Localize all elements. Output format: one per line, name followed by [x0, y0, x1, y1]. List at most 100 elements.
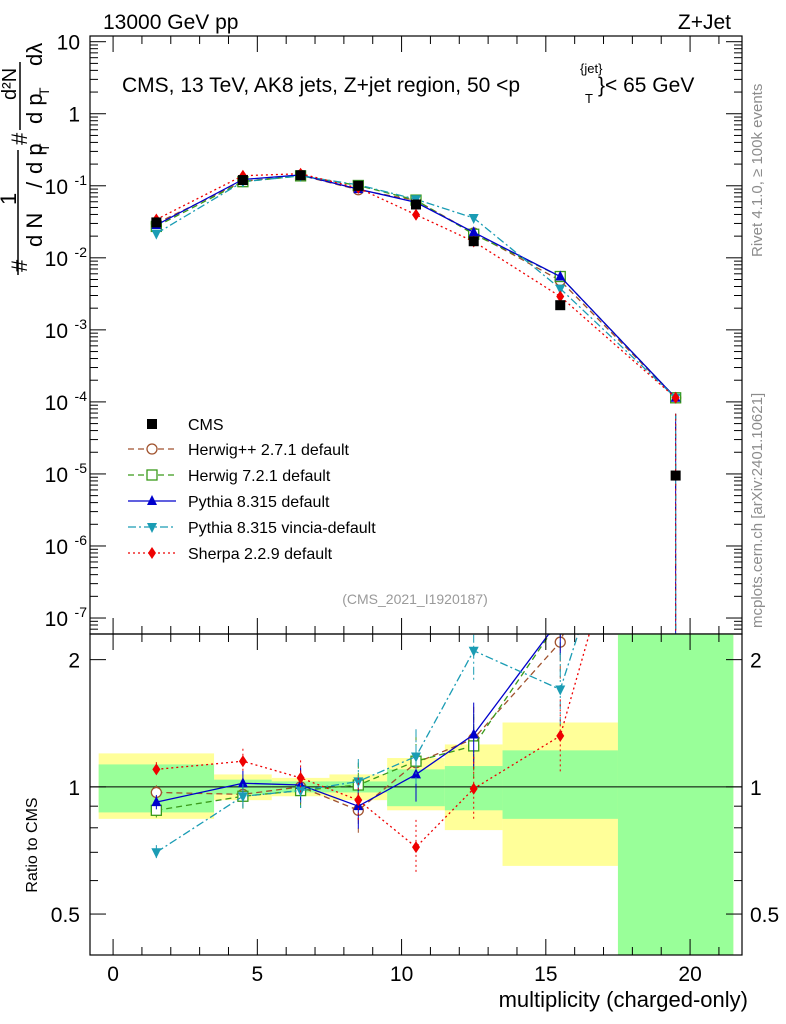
x-tick-label: 5: [251, 963, 263, 986]
series-3-main: [151, 171, 681, 634]
series-4-main: [152, 167, 680, 634]
y-tick-label: 10: [45, 248, 68, 271]
marker-triangle-up: [151, 796, 162, 807]
marker-diamond: [152, 763, 161, 776]
legend-label: Herwig 7.2.1 default: [188, 468, 331, 485]
marker-triangle-up: [555, 270, 566, 281]
marker-square-filled: [555, 300, 566, 311]
marker-circle: [671, 326, 681, 336]
svg-text:T: T: [36, 87, 52, 96]
chart-title: CMS, 13 TeV, AK8 jets, Z+jet region, 50 …: [122, 61, 694, 106]
y-tick-exponent: -6: [75, 532, 88, 548]
marker-square-filled: [147, 419, 157, 429]
svg-text:#: #: [7, 132, 32, 145]
svg-text:T: T: [585, 91, 593, 106]
legend-label: Pythia 8.315 vincia-default: [188, 520, 376, 537]
marker-triangle-up: [468, 226, 479, 237]
series-line: [156, 174, 677, 399]
legend-label: Pythia 8.315 default: [188, 494, 330, 511]
ratio-y-tick-label-right: 1: [750, 777, 762, 800]
series-ratio-line: [156, 634, 564, 812]
marker-triangle-up: [671, 325, 681, 335]
series-line: [156, 175, 677, 399]
legend-label: Herwig++ 2.7.1 default: [188, 442, 350, 459]
marker-triangle-down: [468, 646, 479, 657]
y-tick-exponent: -1: [75, 172, 88, 188]
y-tick-label: 10: [45, 464, 68, 487]
svg-text:CMS, 13 TeV, AK8 jets, Z+jet r: CMS, 13 TeV, AK8 jets, Z+jet region, 50 …: [122, 74, 520, 97]
marker-triangle-down: [353, 777, 364, 788]
ratio-y-tick-label-right: 2: [750, 650, 762, 673]
uncertainty-bands: [98, 634, 734, 955]
ratio-frame: [89, 633, 743, 956]
main-panel: [89, 35, 743, 635]
svg-text:/: /: [22, 181, 47, 188]
marker-square-filled: [670, 470, 681, 481]
marker-square-filled: [237, 175, 248, 186]
svg-text:{jet}: {jet}: [580, 61, 603, 76]
cms-data-points: [151, 170, 681, 481]
marker-triangle-up: [468, 728, 479, 739]
marker-triangle-down: [555, 685, 566, 696]
series-1-main: [150, 170, 682, 634]
svg-text:d p: d p: [22, 93, 47, 124]
marker-square: [555, 614, 565, 624]
x-axis-label: multiplicity (charged-only): [499, 987, 748, 1012]
svg-text:d²N: d²N: [0, 68, 21, 100]
marker-triangle-up: [555, 613, 565, 623]
marker-square-filled: [411, 199, 421, 210]
ratio-panel: [89, 325, 743, 956]
marker-triangle-down: [411, 752, 421, 763]
y-tick-exponent: -5: [75, 460, 88, 476]
y-tick-label: 10: [57, 32, 80, 55]
marker-diamond: [672, 325, 680, 337]
svg-text:T: T: [36, 143, 52, 152]
stat-uncertainty-band: [502, 750, 618, 819]
ratio-y-axis-label: Ratio to CMS: [24, 797, 41, 892]
marker-diamond: [412, 841, 420, 854]
legend-label-cms: CMS: [188, 417, 224, 434]
y-tick-exponent: -7: [75, 604, 88, 620]
y-tick-label: 10: [45, 320, 68, 343]
legend: CMS Herwig++ 2.7.1 default Herwig 7.2.1 de…: [128, 417, 376, 563]
marker-square-filled: [151, 217, 162, 228]
y-tick-exponent: -2: [75, 244, 88, 260]
marker-diamond: [556, 290, 565, 303]
svg-text:}< 65 GeV: }< 65 GeV: [598, 74, 694, 97]
x-tick-label: 15: [534, 963, 557, 986]
x-tick-label: 0: [107, 963, 119, 986]
svg-text:dλ: dλ: [22, 43, 47, 66]
series-ratio-line: [156, 634, 579, 853]
marker-square-filled: [353, 180, 364, 191]
y-tick-label: 1: [68, 104, 80, 127]
x-tick-label: 20: [678, 963, 701, 986]
x-tick-label: 10: [390, 963, 413, 986]
ratio-y-tick-label: 2: [68, 650, 80, 673]
marker-diamond: [671, 391, 680, 404]
y-tick-exponent: -4: [75, 388, 88, 404]
marker-triangle-up: [295, 779, 306, 790]
mcplots-label: mcplots.cern.ch [arXiv:2401.10621]: [749, 393, 766, 628]
marker-triangle-down: [468, 214, 479, 225]
ratio-y-tick-label: 0.5: [51, 904, 80, 927]
axis-ticks: 10 1 10 -1 10 -2 10 -3 10 -4 10 -5 10 -6 10 -7 0.5 0.5 1 1 2…: [45, 32, 780, 986]
svg-text:d p: d p: [22, 143, 47, 174]
legend-label: Sherpa 2.2.9 default: [188, 546, 333, 563]
marker-diamond: [412, 208, 420, 221]
marker-diamond: [469, 782, 478, 795]
marker-triangle-down: [671, 327, 681, 337]
analysis-watermark: (CMS_2021_I1920187): [342, 591, 488, 607]
svg-text:#: #: [7, 259, 32, 272]
marker-square: [671, 326, 681, 336]
main-frame: [89, 35, 743, 635]
ratio-y-tick-label: 1: [68, 777, 80, 800]
marker-triangle-down: [147, 523, 157, 533]
series-0-main: [150, 169, 682, 634]
y-tick-label: 10: [45, 536, 68, 559]
marker-diamond: [148, 547, 156, 559]
marker-diamond: [238, 755, 247, 768]
header-right: Z+Jet: [678, 11, 731, 34]
marker-circle: [146, 443, 158, 455]
marker-diamond: [354, 794, 363, 807]
